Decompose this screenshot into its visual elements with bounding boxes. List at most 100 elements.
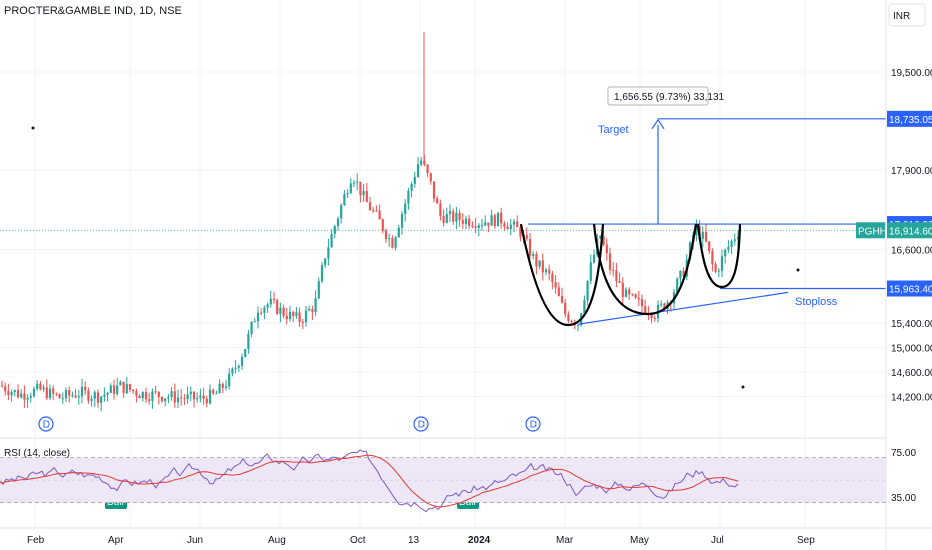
candle-body [192,391,196,400]
measure-label: 1,656.55 (9.73%) 33,131 [614,92,725,103]
chart-title[interactable]: PROCTER&GAMBLE IND, 1D, NSE [4,5,182,17]
candle-body [84,386,87,391]
candle-body [471,225,474,227]
candle-body [525,235,528,239]
price-tag-label: 15,963.40 [889,285,932,296]
rsi-tick-label: 75.00 [891,448,916,459]
candle-body [0,385,4,387]
candle-body [701,231,704,240]
candle-body [80,386,84,397]
candle-body [282,307,285,316]
candle-body [583,300,586,314]
candle-body [474,226,477,228]
time-axis[interactable]: Feb Apr Jun Aug Oct 13 2024 Mar May Jul Sep [27,535,815,546]
dividend-marker[interactable] [38,416,54,432]
candle-body [231,368,234,374]
candle-body [212,389,215,394]
candle-body [512,221,516,225]
candle-body [544,269,548,273]
candle-body [349,183,352,194]
candle-body [106,392,109,395]
candle-body [448,211,452,215]
candle-body [4,386,7,392]
cup-left[interactable] [519,223,605,327]
candle-body [388,238,391,240]
candle-body [404,203,407,214]
candle-body [724,249,727,257]
candle-body [244,349,247,357]
dot-marker [796,268,800,272]
cup-right[interactable] [696,223,742,289]
support-trendline[interactable] [577,291,789,325]
candle-body [637,297,640,300]
candle-body [263,307,266,313]
candle-body [477,225,480,228]
candle-body [464,218,468,224]
candle-body [628,289,631,295]
rsi-ma-line [0,454,739,508]
candle-body [330,233,333,248]
candle-body [570,320,573,322]
cup-middle[interactable] [592,223,698,316]
candle-body [295,312,298,317]
candle-body [679,270,682,279]
candle-body [112,385,116,394]
time-tick-label: Feb [27,535,45,546]
candle-body [68,390,71,396]
candle-body [128,384,132,390]
candle-body [58,394,61,399]
candle-body [554,282,557,288]
candle-body [493,215,496,227]
candle-body [167,397,170,399]
candle-body [621,282,624,297]
candle-body [551,273,554,283]
candle-body [228,373,231,387]
candle-body [602,235,605,245]
candle-body [516,221,519,228]
candle-body [196,398,199,400]
candle-body [154,391,157,393]
price-axis[interactable]: 19,500.00 17,900.00 16,600.00 15,400.00 15,0… [891,68,932,403]
candle-body [730,240,733,247]
rsi-legend[interactable]: RSI (14, close) [4,448,70,459]
candle-body [29,396,32,398]
candle-body [426,164,429,174]
candle-body [624,289,628,297]
time-tick-label: Apr [108,535,124,546]
candle-body [327,247,330,259]
candle-body [64,390,68,399]
candle-body [487,222,490,226]
candle-body [247,333,250,350]
candle-body [90,398,93,401]
currency-button[interactable] [888,3,926,27]
candle-body [356,181,359,183]
candle-body [10,391,13,395]
candle-body [87,390,90,401]
candle-body [528,238,532,256]
candle-body [208,389,212,404]
candle-body [250,321,253,334]
candle-body [420,160,423,165]
candle-body [458,212,461,221]
candle-body [288,311,292,320]
candle-body [253,321,256,323]
dividend-marker[interactable] [525,416,541,432]
time-tick-label: May [630,535,649,546]
candle-body [164,398,167,402]
stoploss-label: Stoploss [795,296,838,308]
dividend-marker-label: D [43,420,50,431]
candle-body [560,296,564,303]
candle-body [119,381,122,386]
rsi-axis[interactable]: 75.00 35.00 [891,448,916,504]
candle-body [368,202,372,211]
candle-body [221,383,224,388]
dividend-marker[interactable] [413,416,429,432]
candle-body [576,325,580,327]
candle-body [589,262,592,281]
time-tick-label: Aug [268,535,286,546]
candle-body [55,393,58,395]
candle-body [564,302,567,315]
candle-body [503,223,506,227]
candle-body [218,383,221,394]
